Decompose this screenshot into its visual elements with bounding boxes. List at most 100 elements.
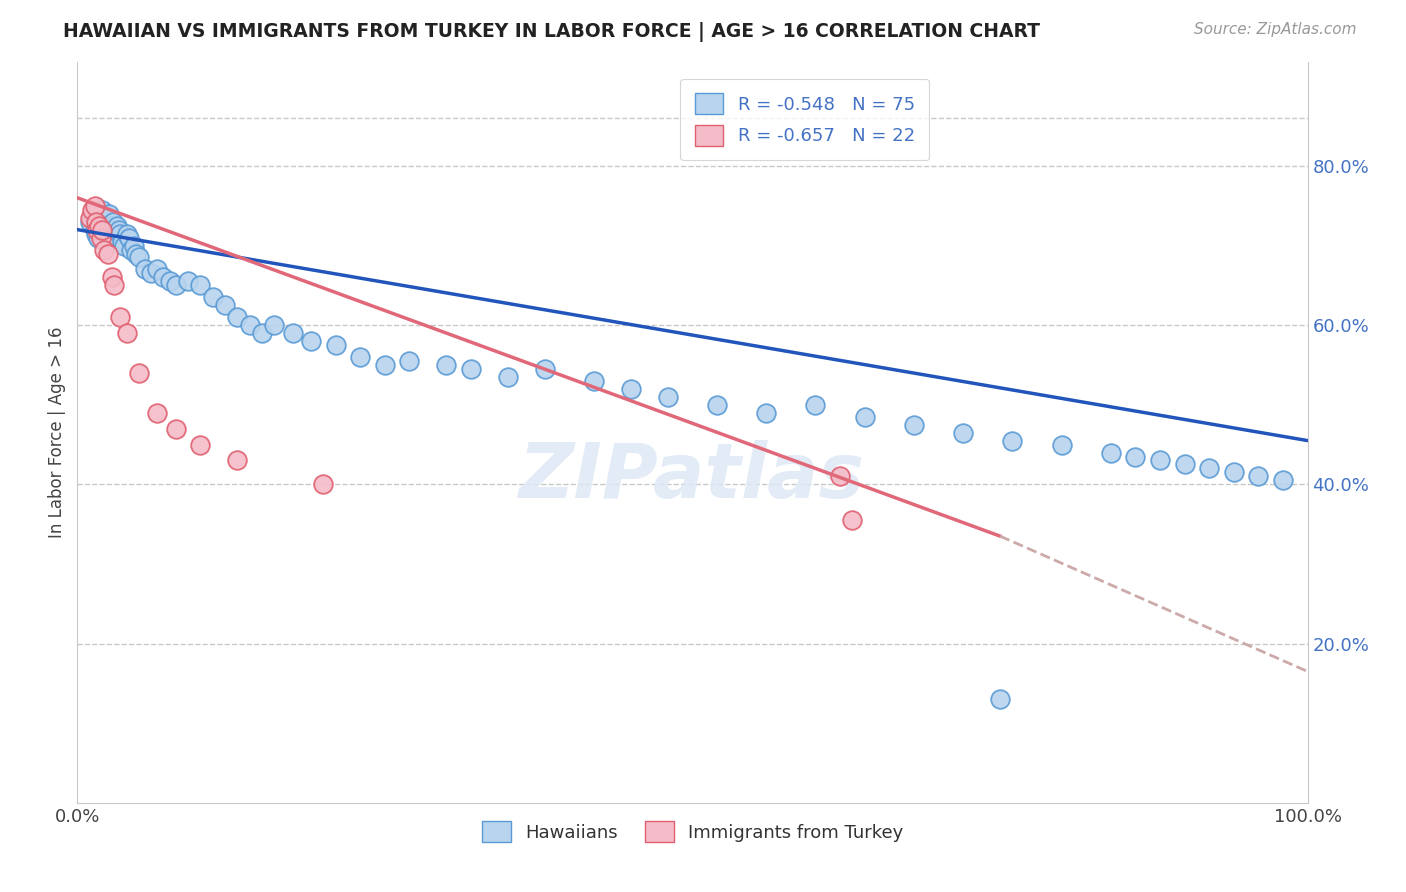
Point [79,211,101,225]
Legend: Hawaiians, Immigrants from Turkey: Hawaiians, Immigrants from Turkey [474,814,911,849]
Point [534,362,557,376]
Y-axis label: In Labor Force | Age > 16: In Labor Force | Age > 16 [48,326,66,539]
Point [128,251,150,265]
Point [125,246,148,260]
Point [82,207,104,221]
Point [101,227,124,241]
Point [93,222,115,236]
Point [97,246,120,260]
Point [436,358,458,372]
Point [1099,445,1122,459]
Point [83,199,105,213]
Point [134,262,156,277]
Point [830,469,852,483]
Point [79,214,101,228]
Point [1247,469,1270,483]
Point [93,243,115,257]
Point [90,222,112,236]
Point [165,278,187,293]
Point [115,227,138,241]
Point [128,366,150,380]
Point [312,477,335,491]
Point [98,207,121,221]
Point [146,406,169,420]
Point [374,358,396,372]
Point [100,219,122,233]
Point [226,310,249,325]
Point [188,278,212,293]
Point [657,390,679,404]
Point [165,422,187,436]
Point [159,274,181,288]
Point [110,310,132,325]
Point [94,227,117,241]
Point [620,382,643,396]
Point [97,230,120,244]
Point [87,230,110,244]
Point [108,222,131,236]
Point [89,219,111,233]
Text: ZIPatlas: ZIPatlas [519,440,866,514]
Point [96,211,118,225]
Point [1050,437,1073,451]
Point [101,214,124,228]
Point [583,374,606,388]
Point [1125,450,1147,464]
Point [90,222,114,236]
Point [281,326,304,340]
Point [141,267,163,281]
Point [1001,434,1024,448]
Point [122,238,145,252]
Point [104,230,127,244]
Point [841,513,863,527]
Point [201,290,224,304]
Point [146,262,169,277]
Point [86,222,108,236]
Point [152,270,174,285]
Point [1174,458,1197,472]
Point [118,230,141,244]
Point [112,238,135,252]
Point [755,406,778,420]
Point [115,326,138,340]
Point [105,219,128,233]
Point [89,211,111,225]
Point [988,692,1011,706]
Point [1223,466,1246,480]
Text: Source: ZipAtlas.com: Source: ZipAtlas.com [1194,22,1357,37]
Point [110,227,132,241]
Point [226,453,249,467]
Point [82,202,104,217]
Text: HAWAIIAN VS IMMIGRANTS FROM TURKEY IN LABOR FORCE | AGE > 16 CORRELATION CHART: HAWAIIAN VS IMMIGRANTS FROM TURKEY IN LA… [63,22,1040,42]
Point [1272,474,1295,488]
Point [496,370,519,384]
Point [804,398,827,412]
Point [706,398,728,412]
Point [903,417,925,432]
Point [91,214,114,228]
Point [460,362,482,376]
Point [121,243,143,257]
Point [90,202,114,217]
Point [853,409,876,424]
Point [1149,453,1171,467]
Point [90,230,112,244]
Point [250,326,273,340]
Point [952,425,974,440]
Point [103,278,125,293]
Point [103,222,125,236]
Point [325,338,347,352]
Point [239,318,262,333]
Point [263,318,285,333]
Point [214,298,236,312]
Point [83,222,105,236]
Point [101,270,124,285]
Point [299,334,322,348]
Point [111,235,132,249]
Point [188,437,212,451]
Point [84,227,107,241]
Point [1198,461,1220,475]
Point [349,350,371,364]
Point [398,354,420,368]
Point [84,214,107,228]
